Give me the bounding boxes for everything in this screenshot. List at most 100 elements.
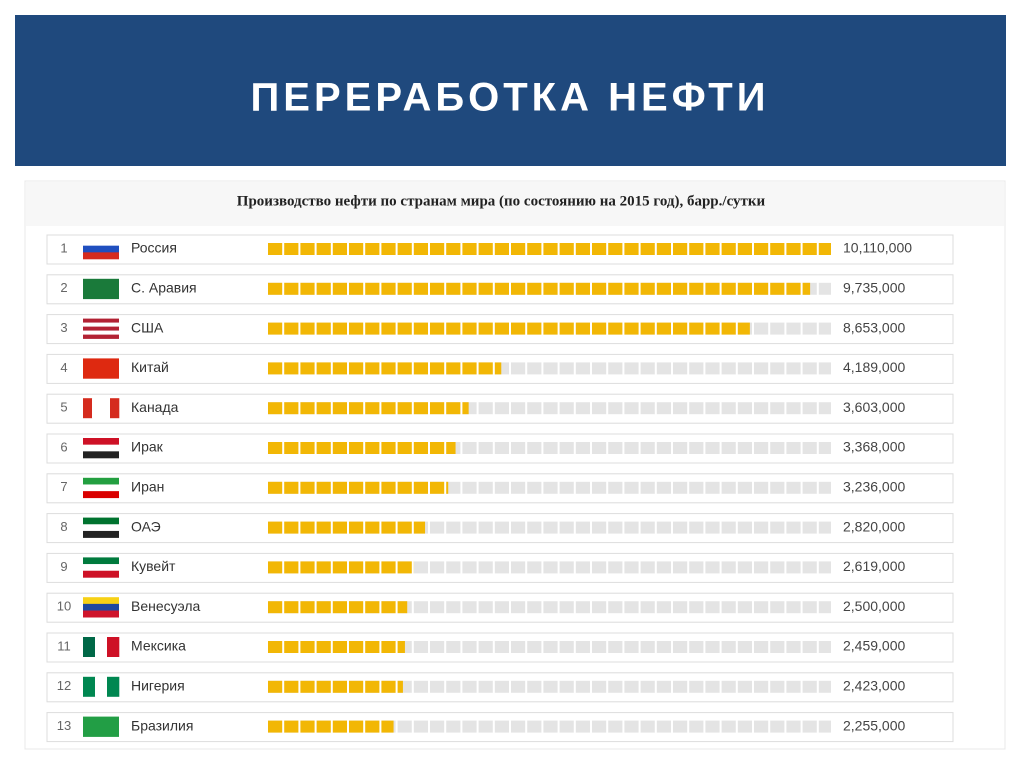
segment-gap [654, 640, 657, 654]
segment-gap [476, 441, 479, 455]
segment-gap [509, 600, 511, 615]
segment-gap [638, 401, 641, 416]
segment-gap [298, 361, 301, 376]
rank: 13 [57, 718, 71, 733]
segment-gap [557, 679, 560, 694]
segment-gap [363, 719, 366, 734]
segment-gap [395, 480, 398, 495]
segment-gap [298, 441, 301, 455]
segment-gap [395, 441, 398, 455]
segment-gap [752, 640, 754, 654]
segment-gap [768, 600, 771, 615]
value-label: 9,735,000 [843, 280, 905, 296]
segment-gap [363, 321, 366, 336]
segment-gap [541, 480, 544, 495]
chart-frame [24, 180, 1006, 750]
segment-gap [476, 480, 479, 495]
segment-gap [573, 321, 576, 336]
segment-gap [816, 401, 819, 416]
segment-gap [606, 242, 609, 256]
segment-gap [768, 361, 771, 376]
segment-gap [460, 520, 463, 535]
segment-gap [719, 560, 722, 575]
segment-gap [363, 600, 366, 615]
segment-gap [622, 719, 625, 734]
segment-gap [428, 520, 430, 535]
value-label: 2,255,000 [843, 717, 905, 733]
segment-gap [298, 321, 301, 336]
segment-gap [314, 401, 317, 416]
country-name: Ирак [131, 439, 164, 455]
segment-gap [671, 321, 673, 336]
segment-gap [590, 560, 592, 575]
segment-gap [606, 281, 609, 296]
segment-gap [719, 679, 722, 694]
segment-gap [735, 281, 738, 296]
segment-gap [703, 441, 706, 455]
segment-gap [411, 401, 414, 416]
bar [268, 322, 750, 335]
segment-gap [671, 719, 673, 734]
segment-gap [573, 242, 576, 256]
bar-track [268, 601, 831, 614]
segment-gap [719, 520, 722, 535]
segment-gap [541, 281, 544, 296]
segment-gap [492, 640, 495, 654]
segment-gap [476, 242, 479, 256]
segment-gap [719, 361, 722, 376]
value-label: 3,236,000 [843, 479, 905, 495]
segment-gap [557, 640, 560, 654]
value-label: 10,110,000 [843, 240, 912, 256]
rank: 1 [60, 240, 67, 255]
segment-gap [428, 480, 430, 495]
segment-gap [800, 480, 803, 495]
value-label: 2,619,000 [843, 558, 905, 574]
flag-stripe [107, 637, 120, 657]
segment-gap [638, 560, 641, 575]
segment-gap [363, 679, 366, 694]
flag-stripe [83, 557, 119, 565]
segment-gap [395, 321, 398, 336]
segment-gap [784, 281, 787, 296]
segment-gap [476, 520, 479, 535]
segment-gap [735, 441, 738, 455]
segment-gap [606, 679, 609, 694]
bar [268, 481, 449, 494]
segment-gap [509, 640, 511, 654]
segment-gap [557, 560, 560, 575]
segment-gap [784, 560, 787, 575]
segment-gap [460, 560, 463, 575]
flag-stripe [83, 334, 119, 339]
segment-gap [298, 600, 301, 615]
segment-gap [525, 441, 528, 455]
value-label: 3,368,000 [843, 439, 905, 455]
flag-stripe [83, 322, 119, 327]
segment-gap [654, 242, 657, 256]
bar [268, 720, 394, 733]
segment-gap [347, 480, 349, 495]
segment-gap [752, 600, 754, 615]
segment-gap [379, 480, 382, 495]
segment-gap [492, 520, 495, 535]
segment-gap [444, 600, 447, 615]
segment-gap [411, 600, 414, 615]
segment-gap [492, 321, 495, 336]
segment-gap [509, 401, 511, 416]
segment-gap [492, 600, 495, 615]
segment-gap [622, 480, 625, 495]
segment-gap [703, 520, 706, 535]
segment-gap [768, 321, 771, 336]
country-name: Мексика [131, 638, 186, 654]
segment-gap [703, 600, 706, 615]
segment-gap [525, 679, 528, 694]
rank: 5 [60, 400, 67, 415]
segment-gap [428, 640, 430, 654]
segment-gap [687, 361, 690, 376]
segment-gap [314, 520, 317, 535]
flag-stripe [83, 530, 119, 538]
segment-gap [411, 640, 414, 654]
segment-gap [282, 361, 285, 376]
flag-stripe [83, 239, 119, 246]
segment-gap [492, 281, 495, 296]
value-label: 2,459,000 [843, 638, 905, 654]
